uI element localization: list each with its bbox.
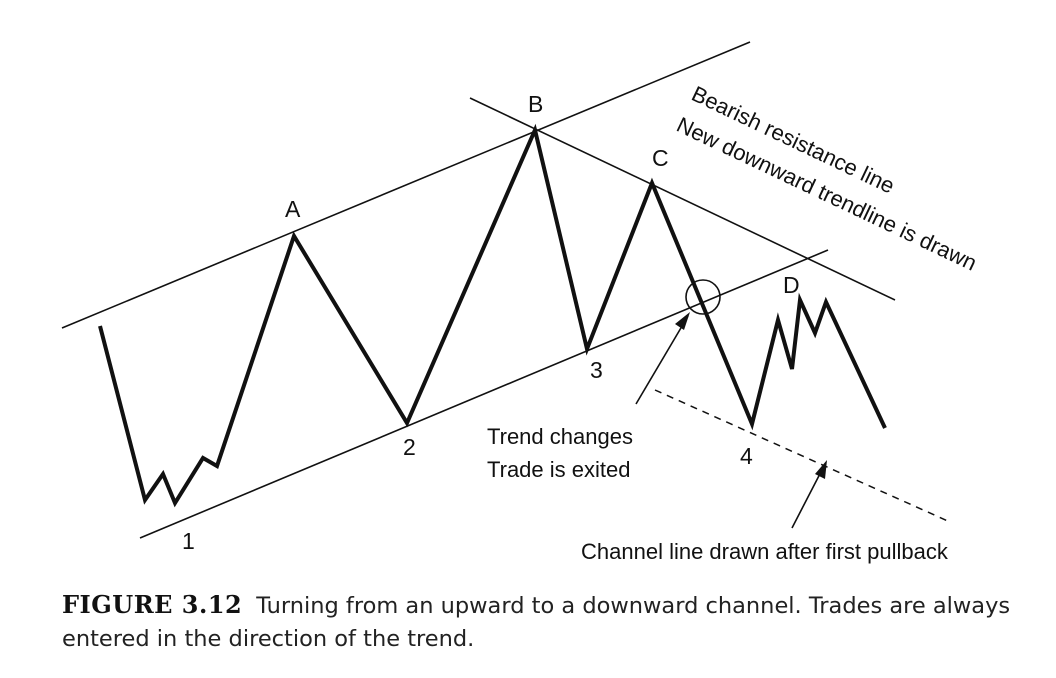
trend-change-arrow (635, 315, 689, 405)
channel-line-note: Channel line drawn after first pullback (581, 539, 949, 564)
label-1: 1 (182, 528, 195, 554)
trend-change-note-2: Trade is exited (487, 457, 630, 482)
figure-number: FIGURE 3.12 (62, 590, 243, 619)
figure-caption: FIGURE 3.12 Turning from an upward to a d… (62, 588, 1022, 656)
trend-change-note-1: Trend changes (487, 424, 633, 449)
dashed-channel-line (654, 389, 951, 523)
upper-channel-line (61, 41, 751, 329)
channel-line-arrow (791, 465, 825, 529)
trend-change-arrowhead (675, 312, 690, 330)
label-3: 3 (590, 357, 603, 383)
channel-line-arrowhead (815, 460, 827, 479)
label-4: 4 (740, 443, 753, 469)
channel-diagram: A B C D 1 2 3 4 Bearish resistance line … (61, 41, 981, 564)
bearish-resistance-line (469, 97, 896, 301)
caption-text: Turning from an upward to a downward cha… (62, 593, 1011, 652)
label-c: C (652, 145, 669, 171)
lower-channel-line (139, 249, 829, 539)
label-b: B (528, 91, 543, 117)
label-d: D (783, 272, 800, 298)
label-2: 2 (403, 434, 416, 460)
label-a: A (285, 196, 301, 222)
price-path (98, 123, 887, 508)
trend-change-circle (685, 279, 721, 315)
